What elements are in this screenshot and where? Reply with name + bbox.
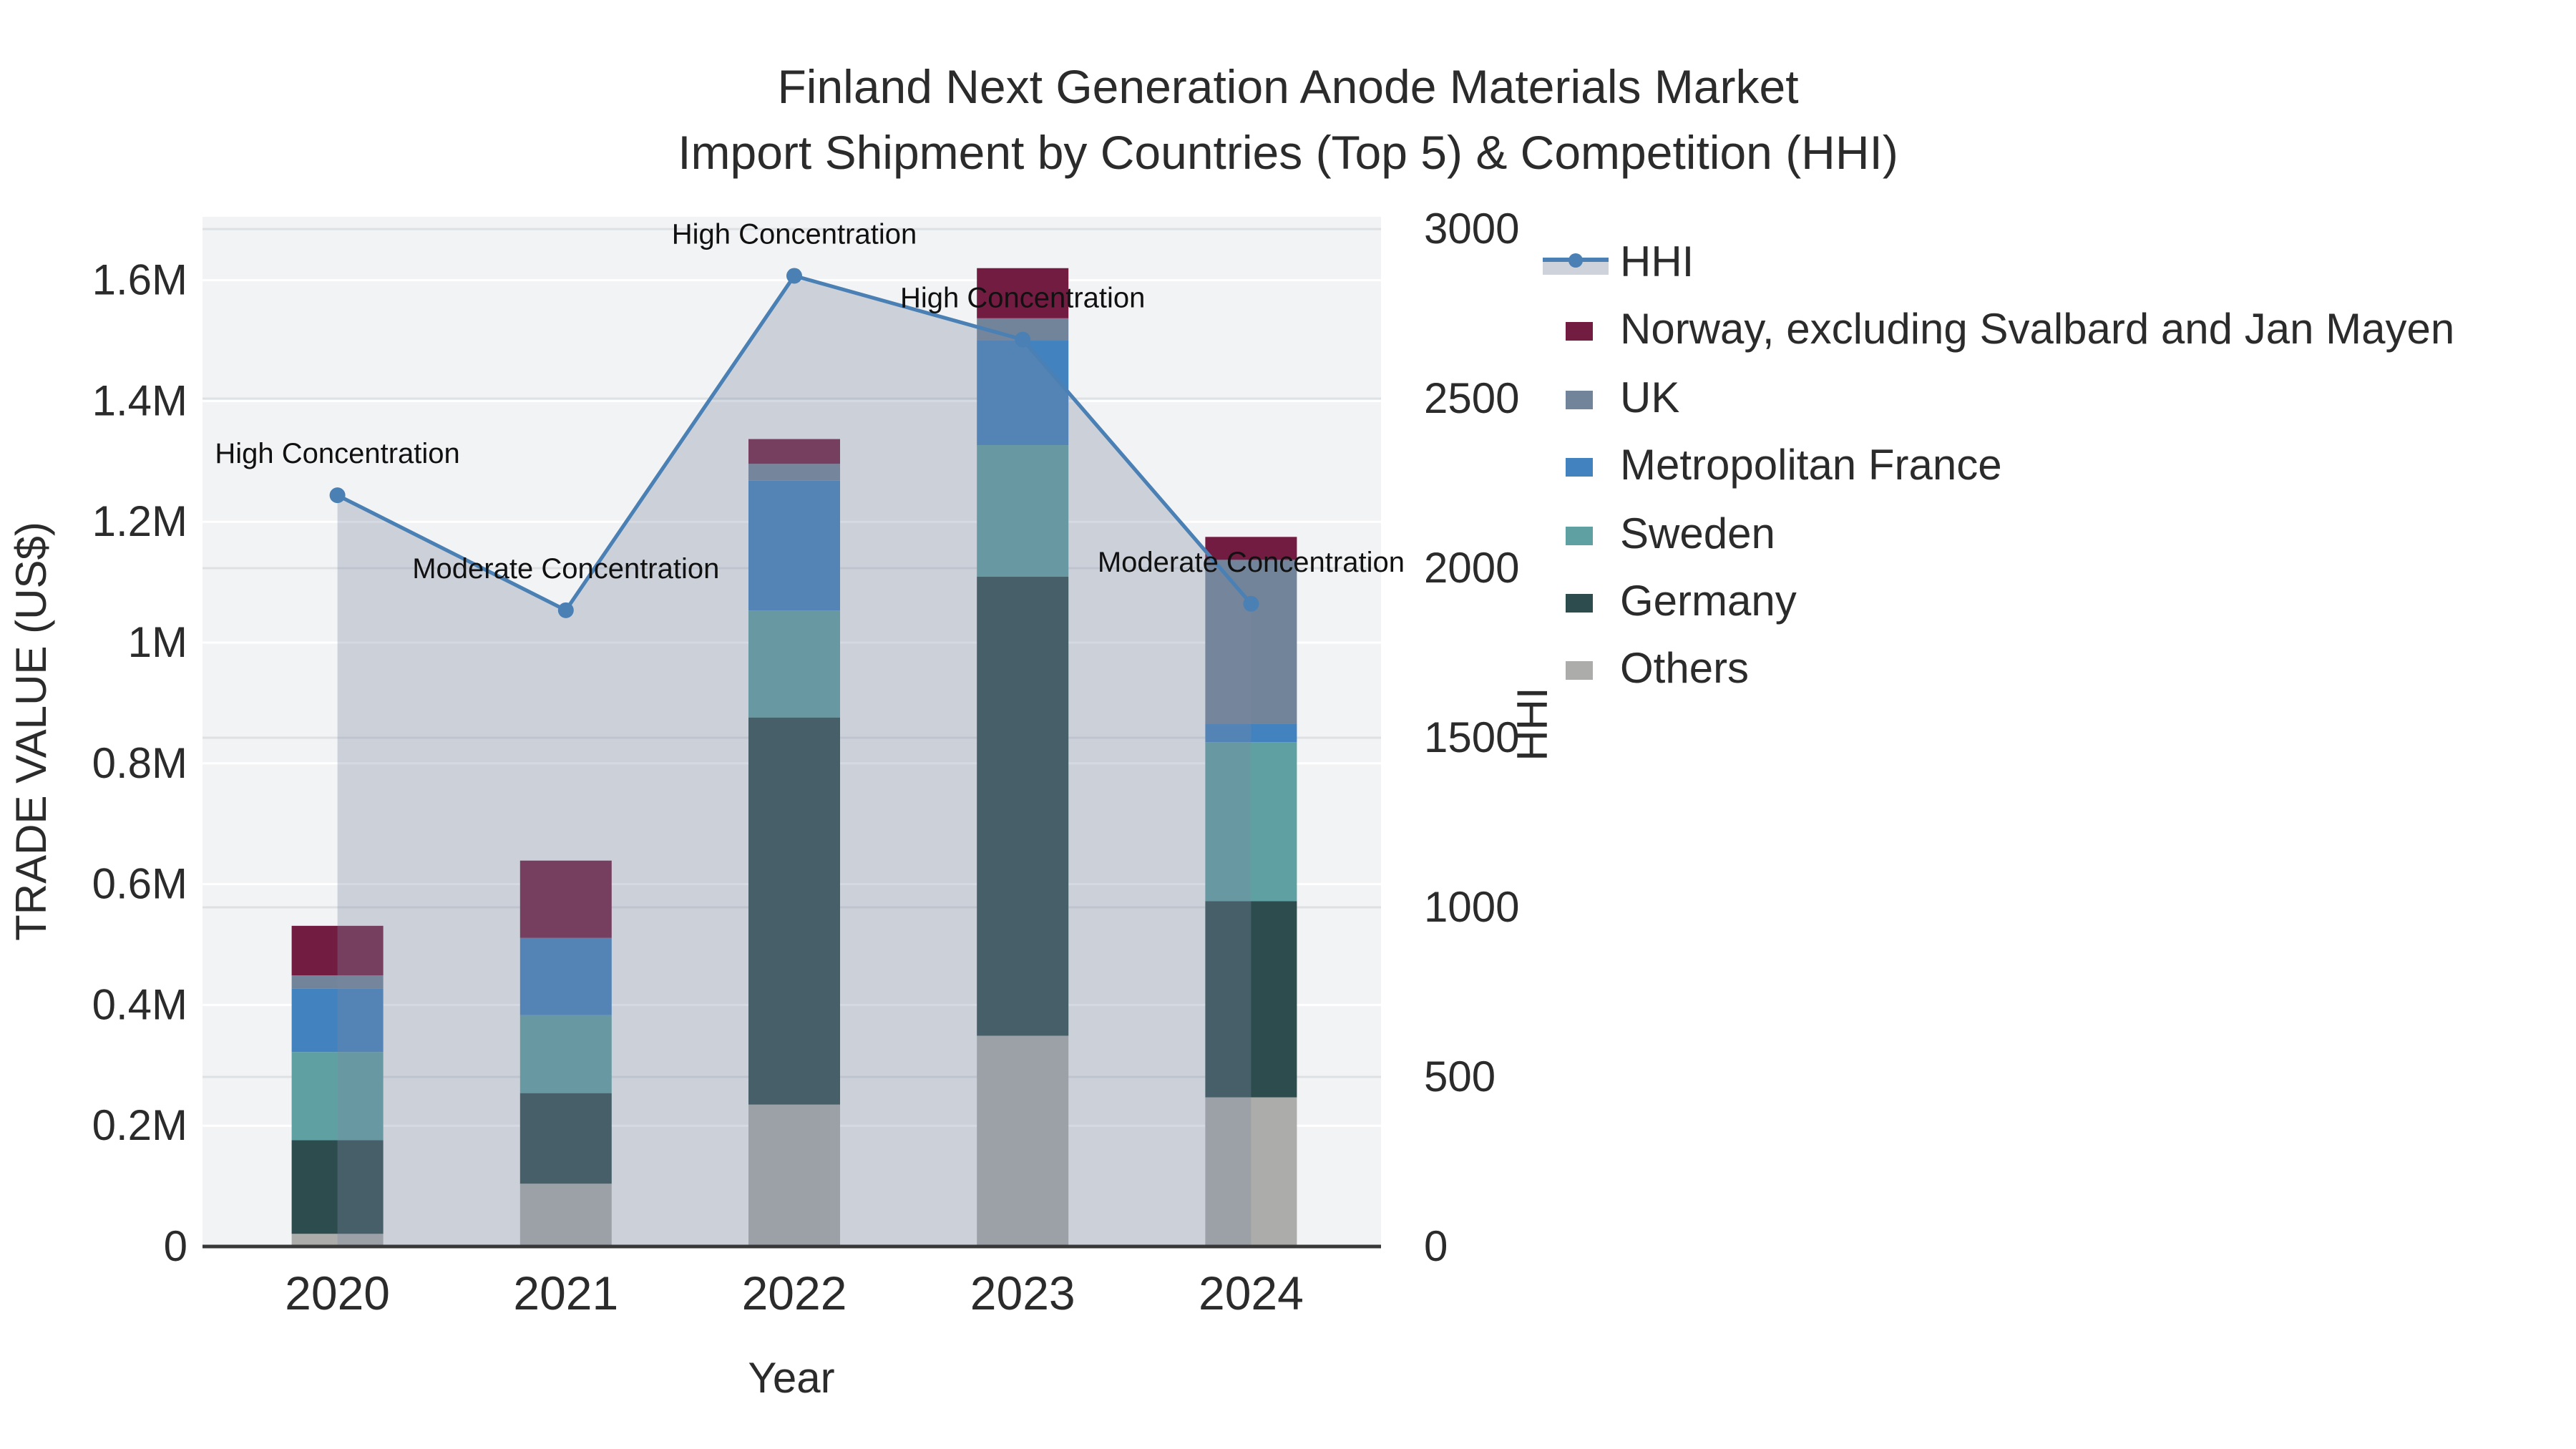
left-tick-0.8M: 0.8M [92,739,187,787]
bar-segment-germany-2021[interactable] [519,1093,612,1184]
legend-swatch-icon [1566,390,1593,409]
bar-segment-germany-2024[interactable] [1205,901,1297,1098]
hhi-marker-2023[interactable] [1015,331,1031,348]
bar-segment-norway-excluding-svalbard-and-jan-mayen-2020[interactable] [291,925,384,976]
left-axis-title: TRADE VALUE (US$) [7,522,55,941]
legend-item-germany[interactable]: Germany [1543,569,1797,636]
bar-segment-sweden-2022[interactable] [748,610,840,718]
annotation-2023: High Concentration [900,283,1145,314]
left-tick-1.2M: 1.2M [92,497,187,545]
legend-label: Sweden [1620,511,1775,558]
bar-segment-germany-2020[interactable] [291,1140,384,1234]
bar-segment-metropolitan-france-2024[interactable] [1205,723,1297,743]
bar-segment-norway-excluding-svalbard-and-jan-mayen-2023[interactable] [977,268,1069,318]
legend-item-sweden[interactable]: Sweden [1543,502,1775,569]
bar-segment-germany-2022[interactable] [748,717,840,1105]
legend-label: Germany [1620,578,1797,625]
right-tick-2000: 2000 [1424,544,1519,592]
bar-segment-sweden-2024[interactable] [1205,742,1297,902]
right-tick-1000: 1000 [1424,883,1519,931]
hhi-marker-2024[interactable] [1243,595,1259,612]
bar-segment-norway-excluding-svalbard-and-jan-mayen-2021[interactable] [519,860,612,938]
annotation-2022: High Concentration [672,218,917,250]
right-tick-500: 500 [1424,1053,1496,1101]
bar-segment-others-2020[interactable] [291,1234,384,1246]
legend-label: UK [1620,375,1680,422]
legend-item-norway-excluding-svalbard-and-jan-mayen[interactable]: Norway, excluding Svalbard and Jan Mayen [1543,297,2454,364]
hhi-marker-2021[interactable] [557,602,574,618]
legend-swatch-icon [1566,660,1593,679]
legend-item-uk[interactable]: UK [1543,366,1679,433]
right-tick-3000: 3000 [1424,205,1519,253]
legend-item-hhi[interactable]: HHI [1543,230,1694,297]
legend-label: Metropolitan France [1620,442,2002,489]
bar-segment-others-2023[interactable] [977,1035,1069,1246]
bar-segment-metropolitan-france-2022[interactable] [748,480,840,611]
right-tick-1500: 1500 [1424,713,1519,761]
bar-segment-metropolitan-france-2023[interactable] [977,341,1069,446]
bar-segment-metropolitan-france-2021[interactable] [519,937,612,1015]
legend-swatch-icon [1566,526,1593,545]
x-tick-2024: 2024 [1199,1267,1304,1319]
legend-swatch-icon [1566,321,1593,340]
hhi-line-sample-icon [1543,253,1609,274]
legend-label: Others [1620,645,1750,693]
legend-label: Norway, excluding Svalbard and Jan Mayen [1620,306,2455,353]
left-tick-1.6M: 1.6M [92,256,187,304]
bar-segment-metropolitan-france-2020[interactable] [291,988,384,1053]
hhi-area-fill [337,275,1252,1247]
bar-segment-germany-2023[interactable] [977,577,1069,1036]
left-tick-1.4M: 1.4M [92,376,187,424]
right-tick-0: 0 [1424,1222,1448,1270]
left-tick-0.6M: 0.6M [92,860,187,908]
bar-segment-uk-2022[interactable] [748,464,840,481]
x-tick-2023: 2023 [970,1267,1075,1319]
left-tick-0: 0 [164,1222,187,1270]
bar-segment-uk-2020[interactable] [291,975,384,989]
legend-item-metropolitan-france[interactable]: Metropolitan France [1543,433,2002,500]
hhi-marker-2022[interactable] [786,268,802,284]
bar-segment-sweden-2021[interactable] [519,1015,612,1093]
bar-segment-sweden-2023[interactable] [977,445,1069,577]
x-axis-title: Year [748,1354,834,1402]
left-tick-1M: 1M [128,618,187,666]
legend-swatch-icon [1566,593,1593,612]
x-tick-2020: 2020 [285,1267,390,1319]
hhi-marker-2020[interactable] [329,487,346,504]
annotation-2021: Moderate Concentration [412,553,719,585]
right-axis-title: HHI [1508,687,1556,761]
legend-swatch-icon [1566,457,1593,476]
bar-segment-uk-2024[interactable] [1205,560,1297,724]
x-tick-2021: 2021 [513,1267,618,1319]
x-tick-2022: 2022 [742,1267,847,1319]
bar-segment-norway-excluding-svalbard-and-jan-mayen-2022[interactable] [748,439,840,464]
bar-segment-others-2022[interactable] [748,1104,840,1246]
bar-segment-sweden-2020[interactable] [291,1052,384,1141]
bar-segment-others-2021[interactable] [519,1184,612,1246]
right-tick-2500: 2500 [1424,374,1519,422]
legend-item-others[interactable]: Others [1543,636,1749,703]
legend-label: HHI [1620,239,1694,286]
left-tick-0.2M: 0.2M [92,1101,187,1149]
annotation-2020: High Concentration [215,438,459,469]
left-tick-0.4M: 0.4M [92,980,187,1028]
bar-segment-others-2024[interactable] [1205,1097,1297,1246]
bar-segment-norway-excluding-svalbard-and-jan-mayen-2024[interactable] [1205,537,1297,560]
annotation-2024: Moderate Concentration [1098,547,1405,578]
